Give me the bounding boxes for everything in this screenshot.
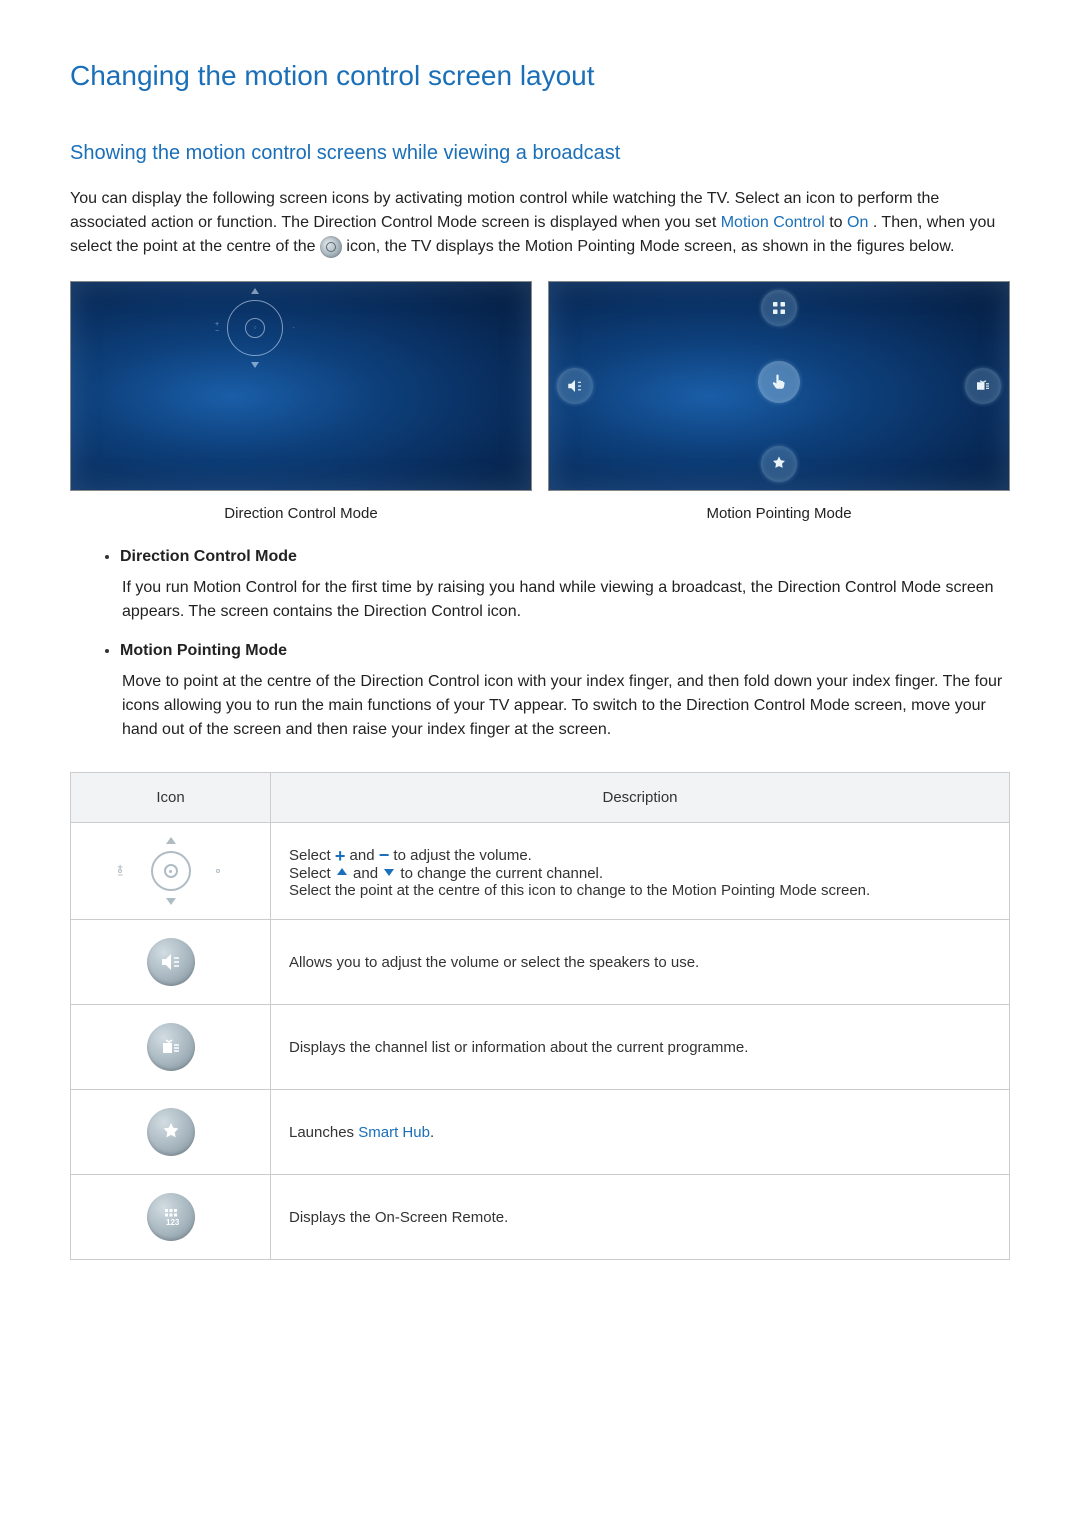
table-header-desc: Description [271, 773, 1010, 823]
smart-hub-icon [147, 1108, 195, 1156]
link-on[interactable]: On [847, 214, 868, 231]
bullet-body-0: If you run Motion Control for the first … [120, 576, 1010, 624]
page-title: Changing the motion control screen layou… [70, 60, 1010, 92]
volume-speaker-icon [147, 938, 195, 986]
direction-control-overlay-icon: ○ +− · [227, 300, 283, 356]
link-motion-control[interactable]: Motion Control [721, 214, 825, 231]
icon-description-table: Icon Description Select + and − to adjus… [70, 772, 1010, 1260]
table-desc-1: Allows you to adjust the volume or selec… [271, 920, 1010, 1005]
table-desc-2: Displays the channel list or information… [271, 1005, 1010, 1090]
screenshot-direction-control-mode: ○ +− · [70, 281, 532, 491]
chevron-up-icon [335, 865, 349, 882]
table-desc-4: Displays the On-Screen Remote. [271, 1175, 1010, 1260]
bullet-title-1: Motion Pointing Mode [120, 642, 1010, 660]
remote-grid-icon [761, 290, 797, 326]
list-item: Motion Pointing Mode Move to point at th… [120, 642, 1010, 742]
direction-control-inline-icon [320, 236, 342, 258]
intro-text-3: icon, the TV displays the Motion Pointin… [346, 238, 954, 255]
table-row: Displays the channel list or information… [71, 1005, 1010, 1090]
bullet-body-1: Move to point at the centre of the Direc… [120, 670, 1010, 742]
direction-control-icon [132, 841, 210, 901]
hand-pointer-icon [758, 361, 800, 403]
table-row: Launches Smart Hub. [71, 1090, 1010, 1175]
screenshot-row: ○ +− · [70, 281, 1010, 491]
table-desc-0: Select + and − to adjust the volume. Sel… [271, 823, 1010, 920]
table-desc-3: Launches Smart Hub. [271, 1090, 1010, 1175]
bullet-title-0: Direction Control Mode [120, 548, 1010, 566]
list-item: Direction Control Mode If you run Motion… [120, 548, 1010, 624]
caption-right: Motion Pointing Mode [548, 505, 1010, 522]
intro-paragraph: You can display the following screen ico… [70, 187, 1010, 259]
plus-icon: + [335, 846, 346, 866]
onscreen-remote-icon: 123 [147, 1193, 195, 1241]
volume-speaker-icon [557, 368, 593, 404]
minus-icon: − [379, 845, 390, 865]
table-header-icon: Icon [71, 773, 271, 823]
link-smart-hub[interactable]: Smart Hub [358, 1124, 430, 1141]
smart-hub-icon [761, 446, 797, 482]
channel-list-icon [965, 368, 1001, 404]
svg-text:123: 123 [166, 1218, 180, 1227]
table-row: Select + and − to adjust the volume. Sel… [71, 823, 1010, 920]
screenshot-motion-pointing-mode [548, 281, 1010, 491]
table-row: 123 Displays the On-Screen Remote. [71, 1175, 1010, 1260]
section-heading: Showing the motion control screens while… [70, 142, 1010, 165]
channel-list-icon [147, 1023, 195, 1071]
table-row: Allows you to adjust the volume or selec… [71, 920, 1010, 1005]
mode-bullet-list: Direction Control Mode If you run Motion… [70, 548, 1010, 742]
chevron-down-icon [382, 865, 396, 882]
caption-left: Direction Control Mode [70, 505, 532, 522]
